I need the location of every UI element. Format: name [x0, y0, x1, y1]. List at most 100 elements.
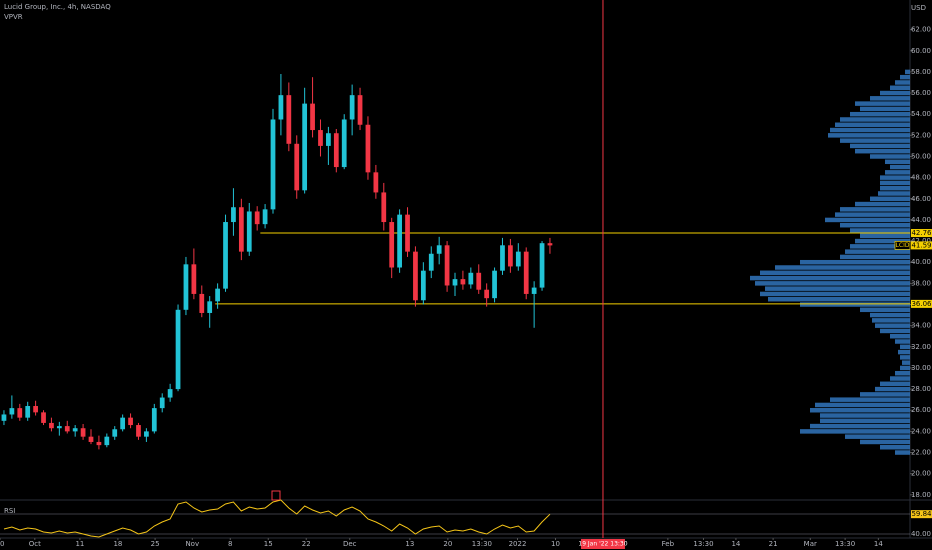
volume-profile-bar: [890, 333, 910, 339]
candle-body: [112, 429, 118, 437]
volume-profile-bar: [900, 365, 910, 371]
candle-body: [231, 207, 236, 223]
symbol-label: LCID: [896, 242, 910, 249]
candle-body: [460, 279, 466, 285]
y-tick-label: 62.00: [911, 26, 931, 34]
x-tick-label: 2022: [509, 540, 527, 548]
candle-body: [413, 251, 418, 301]
y-tick-label: 50.00: [911, 152, 931, 160]
volume-profile-bar: [840, 138, 910, 143]
candle-body: [183, 264, 189, 310]
volume-profile-bar: [880, 90, 910, 96]
candle-body: [96, 441, 102, 446]
candle-body: [420, 270, 426, 301]
candle-body: [17, 408, 23, 418]
volume-profile-bar: [895, 339, 910, 344]
candle-body: [468, 272, 474, 285]
candle-body: [144, 431, 149, 437]
candle-body: [428, 253, 434, 271]
candle-body: [357, 95, 363, 125]
volume-profile-bar: [890, 164, 910, 170]
x-tick-label: 10: [551, 540, 560, 548]
y-tick-label: 32.00: [911, 343, 931, 351]
y-tick-label: 46.00: [911, 195, 931, 203]
candle-body: [80, 428, 86, 437]
last-price-label: 41.59: [911, 241, 931, 249]
volume-profile-bar: [855, 148, 910, 154]
y-tick-label: 54.00: [911, 110, 931, 118]
x-tick-label: 8: [228, 540, 232, 548]
candle-body: [278, 95, 284, 120]
y-tick-label: 22.00: [911, 449, 931, 457]
candle-body: [484, 289, 490, 299]
x-tick-label: 13:30: [472, 540, 492, 548]
volume-profile-bar: [845, 249, 910, 254]
x-tick-label: Dec: [343, 540, 357, 548]
y-tick-label: 24.00: [911, 427, 931, 435]
volume-profile-bar: [825, 217, 910, 223]
candle-body: [159, 397, 165, 409]
y-tick-label: 44.00: [911, 216, 931, 224]
y-tick-label: 38.00: [911, 279, 931, 287]
x-tick-label: 25: [151, 540, 160, 548]
candle-body: [452, 279, 458, 286]
candle-body: [302, 103, 308, 191]
volume-profile-bar: [875, 386, 910, 392]
volume-profile-bar: [800, 259, 910, 265]
candle-body: [151, 408, 157, 432]
earnings-marker[interactable]: [271, 490, 281, 501]
rsi-tick-label: 40.00: [911, 530, 931, 538]
y-tick-label: 48.00: [911, 174, 931, 182]
last-price-box: [911, 241, 932, 250]
candle-body: [9, 408, 15, 415]
candle-body: [88, 436, 94, 442]
candle-body: [215, 288, 220, 302]
volume-profile-bar: [880, 328, 910, 334]
candle-body: [389, 222, 395, 268]
volume-profile-bar: [835, 122, 910, 128]
volume-profile-bar: [890, 85, 910, 91]
x-tick-label: 18: [113, 540, 122, 548]
volume-profile-bar: [855, 101, 910, 106]
candle-body: [515, 251, 521, 267]
candle-body: [365, 124, 371, 173]
candle-body: [64, 426, 70, 432]
volume-profile-bar: [775, 265, 910, 270]
volume-profile-bar: [815, 402, 910, 408]
volume-profile-bar: [880, 381, 910, 387]
candle-body: [33, 406, 38, 413]
volume-profile-bar: [905, 69, 910, 75]
candle-body: [436, 245, 442, 254]
volume-profile-bar: [768, 296, 910, 302]
candle-body: [175, 309, 181, 390]
x-tick-label: 22: [302, 540, 311, 548]
volume-profile-bar: [860, 106, 910, 112]
volume-profile-bar: [845, 434, 910, 439]
y-tick-label: 26.00: [911, 406, 931, 414]
candle-body: [500, 245, 505, 271]
volume-profile-bar: [860, 392, 910, 397]
candle-body: [547, 243, 553, 246]
candle-body: [444, 245, 450, 286]
x-tick-label: 14: [731, 540, 740, 548]
candle-body: [349, 95, 355, 120]
candle-body: [128, 417, 133, 426]
candle-body: [270, 119, 276, 210]
volume-profile-bar: [830, 397, 910, 402]
volume-profile-bar: [902, 360, 910, 365]
volume-profile-bar: [820, 418, 910, 424]
volume-profile-bar: [880, 445, 910, 450]
candle-body: [56, 426, 62, 429]
x-tick-label: 13:30: [835, 540, 855, 548]
y-tick-label: 58.00: [911, 68, 931, 76]
volume-profile-bar: [870, 196, 910, 202]
y-tick-label: 42.00: [911, 237, 931, 245]
volume-profile-bar: [830, 127, 910, 133]
volume-profile-bar: [750, 275, 910, 281]
volume-profile-bar: [900, 355, 910, 360]
volume-profile-bar: [855, 201, 910, 207]
volume-profile-bar: [850, 143, 910, 149]
volume-profile-bar: [828, 133, 910, 138]
rsi-line: [3, 499, 551, 538]
candle-body: [539, 243, 545, 288]
